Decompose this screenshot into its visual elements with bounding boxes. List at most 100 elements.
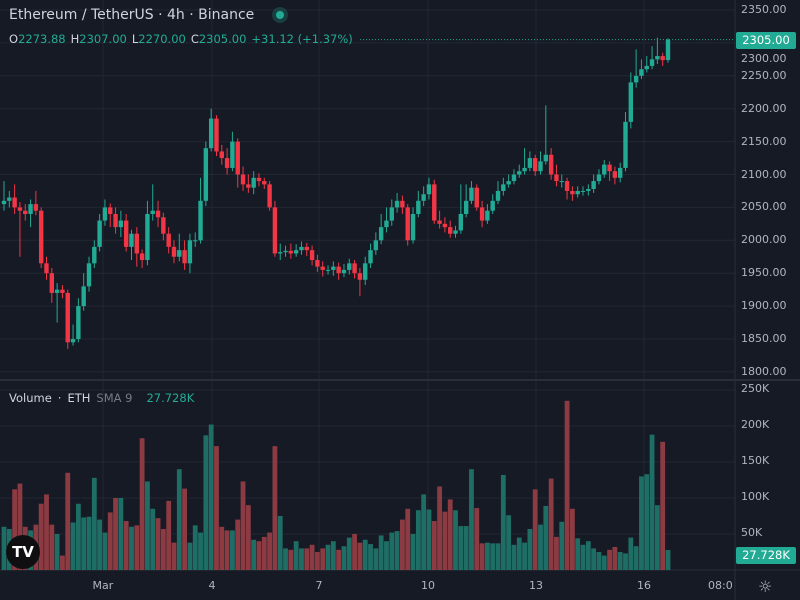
volume-bar	[453, 510, 458, 570]
volume-bar	[107, 512, 113, 570]
price-tick-label: 1850.00	[741, 332, 787, 345]
volume-bar	[182, 488, 188, 570]
volume-bar	[469, 469, 474, 570]
candle-body	[623, 121, 628, 168]
candle-body	[129, 233, 134, 247]
volume-bar	[527, 528, 533, 570]
candle-body	[7, 197, 12, 201]
candle-body	[320, 266, 325, 270]
volume-bar	[1, 526, 7, 570]
candle-body	[453, 230, 458, 234]
candle-body	[400, 200, 405, 208]
candle-body	[437, 220, 442, 224]
candle-body	[177, 250, 182, 257]
candle-body	[54, 289, 60, 293]
price-tick-label: 2150.00	[741, 134, 787, 148]
sma-label: SMA 9	[96, 391, 133, 405]
volume-bar	[91, 477, 97, 570]
candle-body	[235, 141, 240, 175]
volume-tick-label: 200K	[741, 418, 770, 431]
price-tick-label: 2000.00	[741, 233, 787, 247]
last-volume-tag: 27.728K	[736, 547, 796, 564]
volume-bar	[198, 532, 203, 570]
volume-bar	[490, 543, 496, 570]
volume-bar	[283, 548, 288, 570]
price-tick-label: 1950.00	[741, 266, 787, 280]
volume-bar	[500, 474, 506, 570]
candle-body	[283, 250, 288, 253]
candle-body	[368, 250, 373, 264]
low-value: 2270.00	[138, 32, 186, 46]
volume-bar	[304, 548, 310, 570]
volume-bar	[654, 505, 660, 570]
candle-body	[293, 250, 299, 254]
candle-body	[272, 207, 278, 254]
candle-body	[336, 266, 341, 274]
price-tick-label: 1900.00	[741, 299, 787, 313]
price-tick-label: 2300.00	[741, 52, 787, 65]
time-tick-label: Mar	[92, 579, 114, 592]
candle-body	[113, 213, 118, 228]
volume-bar	[437, 486, 442, 570]
candle-body	[65, 292, 70, 343]
candle-body	[458, 213, 464, 231]
volume-bar	[224, 530, 230, 570]
time-tick-label: 10	[421, 579, 435, 592]
price-tick-label: 2100.00	[741, 167, 787, 181]
volume-bar	[214, 446, 219, 570]
volume-bar	[421, 494, 427, 570]
candle-body	[203, 148, 209, 201]
candle-body	[219, 151, 224, 159]
volume-bar	[442, 511, 448, 570]
tradingview-logo[interactable]: TV	[6, 535, 40, 569]
candle-body	[347, 263, 352, 270]
candle-body	[426, 184, 432, 195]
volume-bar	[208, 424, 214, 570]
volume-bar	[17, 483, 23, 570]
candle-body	[548, 154, 554, 175]
candle-body	[76, 306, 81, 339]
volume-bar	[559, 521, 565, 570]
candle-body	[161, 217, 166, 234]
volume-bar	[431, 521, 437, 570]
volume-bar	[522, 542, 527, 570]
candle-body	[421, 194, 426, 201]
volume-bar	[203, 435, 209, 570]
candle-body	[511, 174, 517, 182]
volume-bar	[660, 441, 666, 570]
volume-name: Volume	[9, 391, 52, 405]
volume-bar	[235, 519, 241, 570]
volume-legend[interactable]: Volume · ETH SMA 9 27.728K	[9, 391, 194, 405]
volume-bar	[129, 526, 134, 570]
volume-bar	[49, 524, 55, 570]
volume-bar	[251, 539, 257, 570]
candle-body	[490, 200, 495, 211]
volume-bar	[320, 548, 326, 570]
volume-bar	[649, 434, 655, 570]
volume-bar	[123, 521, 129, 570]
volume-bar	[612, 546, 618, 570]
symbol-title[interactable]: Ethereum / TetherUS · 4h · Binance	[9, 7, 255, 23]
volume-bar	[495, 543, 501, 570]
candle-body	[134, 233, 139, 254]
volume-bar	[166, 500, 172, 570]
volume-bar	[65, 472, 71, 570]
volume-bar	[171, 542, 177, 570]
candle-body	[214, 118, 219, 152]
candle-body	[102, 207, 108, 221]
volume-bar	[506, 515, 512, 570]
volume-bar	[38, 503, 44, 570]
volume-bar	[447, 499, 453, 570]
high-value: 2307.00	[79, 32, 127, 46]
candle-body	[357, 273, 363, 280]
candle-body	[543, 154, 549, 162]
candle-body	[108, 207, 113, 214]
candle-body	[86, 263, 92, 287]
settings-gear-icon[interactable]: ☼	[758, 577, 773, 596]
volume-bar	[484, 542, 490, 570]
time-tick-label: 4	[208, 579, 216, 592]
time-tick-label: 08:0	[708, 579, 733, 592]
candle-body	[501, 184, 506, 191]
volume-bar	[81, 517, 87, 570]
